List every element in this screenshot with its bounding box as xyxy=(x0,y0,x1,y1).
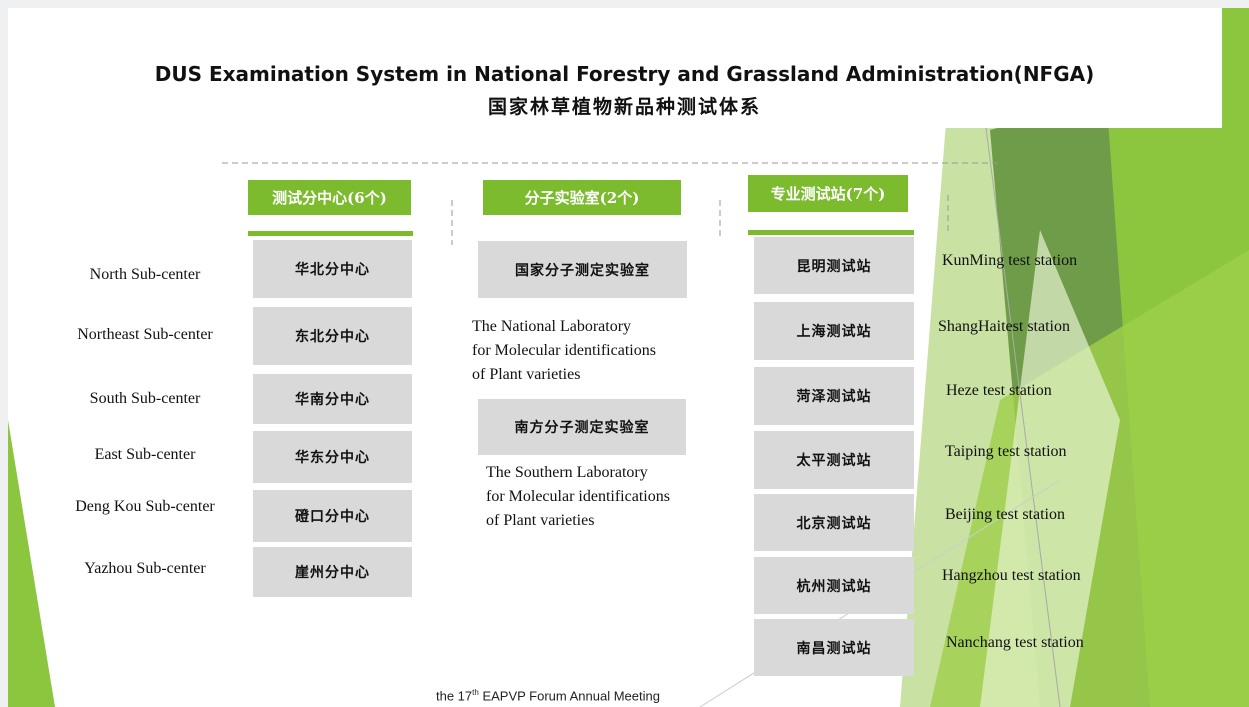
item-english: Deng Kou Sub-center xyxy=(75,498,215,515)
item-english: Yazhou Sub-center xyxy=(84,560,206,577)
column-heading: 专业测试站(7个) xyxy=(748,175,908,212)
shape xyxy=(8,420,55,707)
item-english: Beijing test station xyxy=(945,506,1065,523)
item-box: 昆明测试站 xyxy=(754,237,914,294)
item-box: 华北分中心 xyxy=(253,240,412,298)
item-description: for Molecular identifications xyxy=(486,488,670,505)
item-box: 国家分子测定实验室 xyxy=(478,241,687,298)
item-box: 南昌测试站 xyxy=(754,619,914,676)
item-english: Heze test station xyxy=(946,382,1052,399)
item-box: 磴口分中心 xyxy=(253,490,412,542)
item-english: ShangHaitest station xyxy=(938,318,1070,335)
shape xyxy=(980,230,1120,707)
footer-sup: th xyxy=(472,688,479,697)
item-english: Northeast Sub-center xyxy=(77,326,213,343)
item-box: 菏泽测试站 xyxy=(754,367,914,425)
footer: the 17th EAPVP Forum Annual Meeting xyxy=(436,688,660,703)
column-heading: 分子实验室(2个) xyxy=(483,180,681,215)
item-description: The Southern Laboratory xyxy=(486,464,648,481)
title-area xyxy=(8,8,1222,128)
footer-text: the 17 xyxy=(436,688,473,704)
item-english: Nanchang test station xyxy=(946,634,1084,651)
item-box: 太平测试站 xyxy=(754,431,914,489)
item-box: 南方分子测定实验室 xyxy=(478,399,686,455)
item-description: of Plant varieties xyxy=(486,512,595,529)
item-english: Taiping test station xyxy=(945,443,1067,460)
item-box: 杭州测试站 xyxy=(754,557,914,614)
underline xyxy=(748,230,914,235)
item-english: South Sub-center xyxy=(89,390,201,407)
item-english: Hangzhou test station xyxy=(942,567,1081,584)
item-box: 华南分中心 xyxy=(253,374,412,424)
item-description: of Plant varieties xyxy=(472,366,581,383)
item-box: 上海测试站 xyxy=(754,302,914,360)
line xyxy=(984,119,1061,707)
column-heading: 测试分中心(6个) xyxy=(248,180,411,215)
item-description: The National Laboratory xyxy=(472,318,632,335)
item-box: 崖州分中心 xyxy=(253,547,412,597)
item-english: East Sub-center xyxy=(94,446,196,463)
subtitle: 国家林草植物新品种测试体系 xyxy=(487,96,761,118)
underline xyxy=(248,231,413,236)
item-box: 东北分中心 xyxy=(253,307,412,365)
item-box: 北京测试站 xyxy=(754,494,914,551)
item-box: 华东分中心 xyxy=(253,431,412,483)
title: DUS Examination System in National Fores… xyxy=(154,62,1095,86)
footer-text: EAPVP Forum Annual Meeting xyxy=(478,688,660,704)
item-english: North Sub-center xyxy=(89,266,201,283)
item-description: for Molecular identifications xyxy=(472,342,656,359)
item-english: KunMing test station xyxy=(942,252,1078,269)
